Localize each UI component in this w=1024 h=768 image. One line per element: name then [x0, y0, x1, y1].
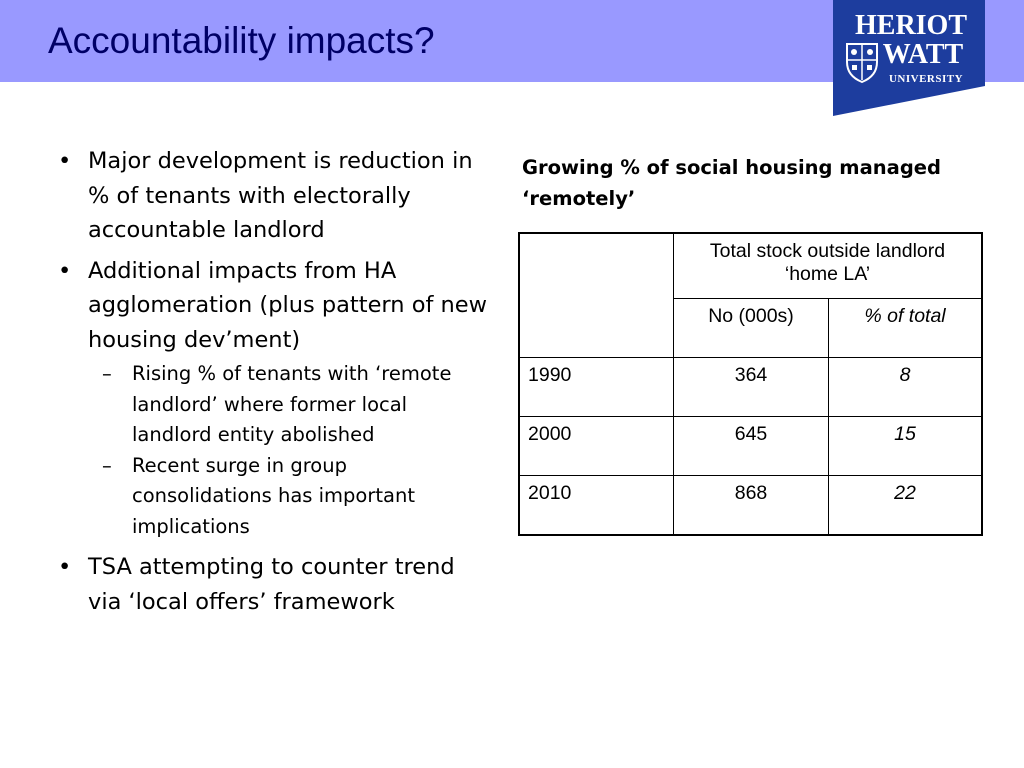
sub-bullet-text: Rising % of tenants with ‘remote landlor…: [132, 362, 452, 446]
table-row: 2010 868 22: [518, 475, 983, 536]
table-title: Growing % of social housing managed ‘rem…: [522, 156, 941, 210]
logo-line3: UNIVERSITY: [889, 73, 963, 85]
bullet-item: • Major development is reduction in % of…: [50, 144, 490, 248]
table-corner-cell: [518, 232, 674, 358]
bullet-text: Additional impacts from HA agglomeration…: [88, 257, 488, 353]
bullet-list: • Major development is reduction in % of…: [50, 144, 490, 625]
logo-line1: HERIOT: [855, 10, 967, 41]
col-header-no: No (000s): [673, 298, 829, 358]
dash-icon: –: [102, 362, 112, 385]
col-header-pct: % of total: [828, 298, 983, 358]
bullet-text: TSA attempting to counter trend via ‘loc…: [88, 554, 455, 615]
pct-cell: 8: [828, 357, 983, 417]
year-cell: 2000: [518, 416, 674, 476]
sub-bullet-item: – Rising % of tenants with ‘remote landl…: [50, 359, 490, 451]
no-cell: 645: [673, 416, 829, 476]
year-cell: 1990: [518, 357, 674, 417]
logo-line2: WATT: [883, 39, 964, 70]
crest-icon: [846, 43, 878, 84]
heriot-watt-logo: HERIOT WATT UNIVERSITY: [833, 0, 985, 116]
slide-title: Accountability impacts?: [48, 20, 435, 61]
group-header-cell: Total stock outside landlord ‘home LA’: [673, 232, 983, 299]
pct-cell: 15: [828, 416, 983, 476]
table-header-row: Total stock outside landlord ‘home LA’: [518, 232, 983, 358]
dash-icon: –: [102, 453, 112, 477]
year-cell: 2010: [518, 475, 674, 536]
bullet-icon: •: [58, 554, 72, 580]
remote-housing-table: Total stock outside landlord ‘home LA’ N…: [518, 232, 983, 536]
no-cell: 868: [673, 475, 829, 536]
bullet-item: • TSA attempting to counter trend via ‘l…: [50, 550, 490, 619]
bullet-text: Major development is reduction in % of t…: [88, 148, 473, 243]
bullet-item: • Additional impacts from HA agglomerati…: [50, 254, 490, 358]
bullet-icon: •: [58, 257, 72, 284]
table-row: 1990 364 8: [518, 357, 983, 417]
no-cell: 364: [673, 357, 829, 417]
table-row: 2000 645 15: [518, 416, 983, 476]
pct-cell: 22: [828, 475, 983, 536]
sub-bullet-item: – Recent surge in group consolidations h…: [50, 451, 490, 543]
bullet-icon: •: [58, 148, 72, 174]
sub-bullet-text: Recent surge in group consolidations has…: [132, 453, 415, 538]
